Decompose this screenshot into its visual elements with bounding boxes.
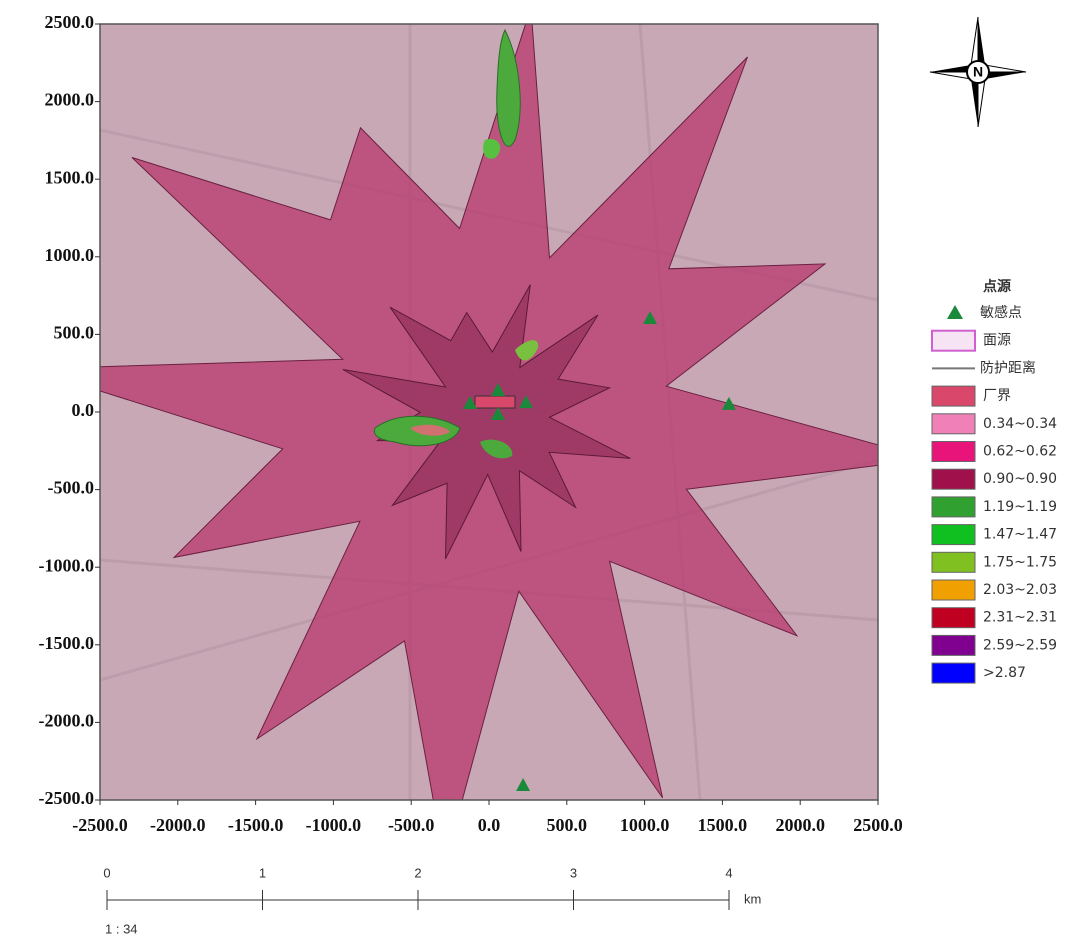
legend-label: 1.19~1.19 <box>983 499 1057 515</box>
legend-title: 点源 <box>983 278 1011 295</box>
legend-symbol <box>932 663 975 683</box>
legend-symbol <box>932 469 975 489</box>
x-tick-label: -2000.0 <box>150 815 206 835</box>
map-page: N 点源 1 : 34 km -2500.0 -2000.0 -1500.0 -100… <box>0 0 1065 938</box>
x-tick-label: -500.0 <box>388 815 435 835</box>
x-tick-label: 1000.0 <box>620 815 670 835</box>
x-tick-label: -1500.0 <box>228 815 284 835</box>
y-tick-label: 1500.0 <box>45 167 95 187</box>
y-tick-label: 0.0 <box>72 400 95 420</box>
legend-label: 0.62~0.62 <box>983 444 1057 460</box>
x-tick-label: 0.0 <box>478 815 501 835</box>
legend-symbol <box>932 386 975 406</box>
scale-unit: km <box>744 891 761 906</box>
plant-boundary <box>475 396 515 408</box>
y-tick-label: 2000.0 <box>45 90 95 110</box>
scale-tick-label: 3 <box>570 865 577 880</box>
legend-label: 2.31~2.31 <box>983 610 1057 626</box>
scale-tick-label: 4 <box>725 865 732 880</box>
y-tick-label: 2500.0 <box>45 12 95 32</box>
y-tick-label: -2000.0 <box>39 711 95 731</box>
legend-label: 2.59~2.59 <box>983 637 1057 653</box>
legend-label: 1.47~1.47 <box>983 527 1057 543</box>
scale-ratio: 1 : 34 <box>105 921 138 936</box>
legend-label: >2.87 <box>983 665 1026 681</box>
y-tick-label: 1000.0 <box>45 245 95 265</box>
y-tick-label: -1000.0 <box>39 555 95 575</box>
scale-tick-label: 1 <box>259 865 266 880</box>
scale-tick-label: 2 <box>414 865 421 880</box>
legend-label: 0.34~0.34 <box>983 416 1057 432</box>
legend-symbol <box>932 331 975 351</box>
y-tick-label: -1500.0 <box>39 633 95 653</box>
legend-label: 1.75~1.75 <box>983 554 1057 570</box>
legend-symbol <box>932 442 975 462</box>
legend-label: 2.03~2.03 <box>983 582 1057 598</box>
y-tick-label: -2500.0 <box>39 788 95 808</box>
legend-symbol <box>932 414 975 434</box>
compass-label: N <box>973 64 983 80</box>
legend-symbol <box>932 552 975 572</box>
x-tick-label: 500.0 <box>547 815 588 835</box>
x-tick-label: 2000.0 <box>775 815 825 835</box>
legend-label: 0.90~0.90 <box>983 471 1057 487</box>
map-area <box>30 8 929 865</box>
legend-symbol <box>932 525 975 545</box>
x-tick-label: 2500.0 <box>853 815 903 835</box>
x-tick-label: -2500.0 <box>72 815 128 835</box>
legend-symbol <box>932 635 975 655</box>
x-tick-label: -1000.0 <box>306 815 362 835</box>
legend-symbol <box>947 305 963 319</box>
legend-symbol <box>932 580 975 600</box>
legend-label: 面源 <box>983 333 1011 349</box>
scale-tick-label: 0 <box>103 865 110 880</box>
legend-symbol <box>932 497 975 517</box>
legend-label: 防护距离 <box>980 359 1036 376</box>
y-tick-label: 500.0 <box>54 323 95 343</box>
legend-symbol <box>932 608 975 628</box>
legend-label: 敏感点 <box>980 304 1022 321</box>
legend-label: 厂界 <box>983 388 1011 404</box>
compass: N <box>930 17 1026 127</box>
x-tick-label: 1500.0 <box>698 815 748 835</box>
y-tick-label: -500.0 <box>48 478 95 498</box>
